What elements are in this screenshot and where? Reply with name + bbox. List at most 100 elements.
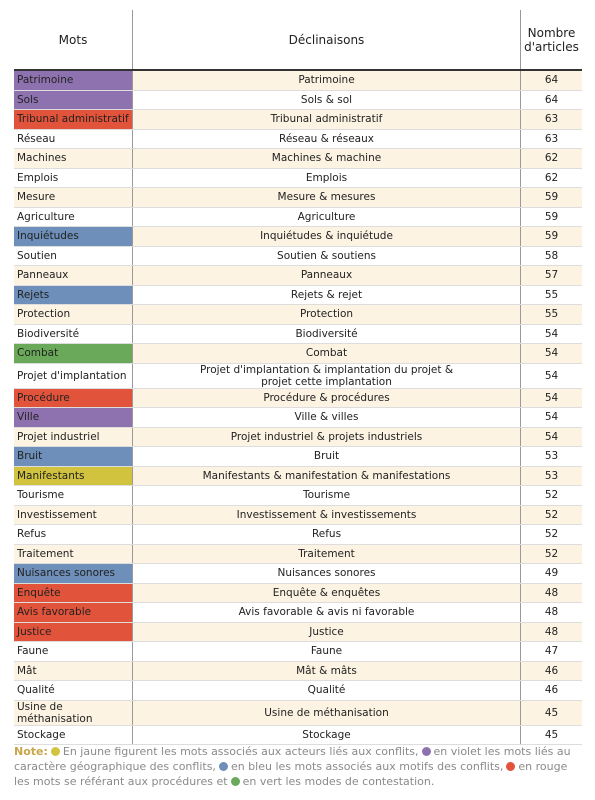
declinaisons-cell: Manifestants & manifestation & manifesta… [132, 466, 521, 486]
table-body: Patrimoine Patrimoine 64 Sols Sols & sol 64 Tr… [14, 70, 582, 745]
mot-cell: Mât [14, 661, 133, 681]
note-text: en violet les mots liés au caractère géo… [14, 745, 571, 773]
declinaisons-text: Bruit [313, 450, 340, 463]
articles-cell: 45 [520, 725, 582, 745]
mot-cell: Bruit [14, 446, 133, 467]
color-dot [230, 777, 240, 786]
declinaisons-text: Projet d'implantation & implantation du … [199, 363, 454, 388]
declinaisons-cell: Emplois [132, 168, 521, 188]
table-row: Avis favorable Avis favorable & avis ni f… [14, 602, 582, 623]
table-row: Combat Combat 54 [14, 343, 582, 364]
color-dot [218, 762, 228, 771]
table-row: Stockage Stockage 45 [14, 725, 582, 745]
declinaisons-cell: Refus [132, 524, 521, 545]
declinaisons-text: Mesure & mesures [277, 191, 376, 204]
articles-cell: 62 [520, 148, 582, 169]
declinaisons-cell: Faune [132, 641, 521, 662]
articles-cell: 54 [520, 324, 582, 344]
mot-cell: Manifestants [14, 466, 133, 486]
declinaisons-cell: Mât & mâts [132, 661, 521, 681]
articles-cell: 54 [520, 363, 582, 389]
mot-cell: Machines [14, 148, 133, 169]
mot-cell: Investissement [14, 505, 133, 525]
mot-cell: Faune [14, 641, 133, 662]
mot-cell: Tribunal administratif [14, 109, 133, 130]
table-row: Qualité Qualité 46 [14, 680, 582, 701]
declinaisons-text: Justice [309, 625, 344, 638]
articles-cell: 52 [520, 524, 582, 545]
table-row: Mesure Mesure & mesures 59 [14, 187, 582, 208]
articles-cell: 58 [520, 246, 582, 266]
mot-cell: Biodiversité [14, 324, 133, 344]
table-row: Justice Justice 48 [14, 622, 582, 642]
declinaisons-text: Stockage [302, 728, 351, 741]
declinaisons-text: Panneaux [300, 269, 353, 282]
declinaisons-cell: Inquiétudes & inquiétude [132, 226, 521, 247]
note-text: en bleu les mots associés aux motifs des… [230, 760, 504, 773]
mot-cell: Réseau [14, 129, 133, 149]
declinaisons-cell: Tribunal administratif [132, 109, 521, 130]
table-row: Bruit Bruit 53 [14, 446, 582, 467]
mot-cell: Inquiétudes [14, 226, 133, 247]
mot-cell: Stockage [14, 725, 133, 745]
mot-cell: Ville [14, 407, 133, 428]
articles-cell: 55 [520, 304, 582, 325]
declinaisons-cell: Nuisances sonores [132, 563, 521, 584]
declinaisons-text: Avis favorable & avis ni favorable [238, 606, 415, 619]
table-row: Investissement Investissement & investiss… [14, 505, 582, 525]
table-row: Procédure Procédure & procédures 54 [14, 388, 582, 408]
declinaisons-text: Qualité [307, 684, 346, 697]
declinaisons-cell: Combat [132, 343, 521, 364]
mot-cell: Tourisme [14, 485, 133, 506]
table-row: Biodiversité Biodiversité 54 [14, 324, 582, 344]
declinaisons-text: Mât & mâts [296, 664, 357, 677]
declinaisons-text: Réseau & réseaux [279, 132, 374, 145]
articles-cell: 46 [520, 661, 582, 681]
note: Note: En jaune figurent les mots associés… [14, 744, 582, 789]
articles-cell: 52 [520, 485, 582, 506]
declinaisons-cell: Stockage [132, 725, 521, 745]
declinaisons-text: Investissement & investissements [236, 508, 417, 521]
mot-cell: Nuisances sonores [14, 563, 133, 584]
articles-cell: 57 [520, 265, 582, 286]
declinaisons-text: Ville & villes [294, 411, 359, 424]
declinaisons-cell: Enquête & enquêtes [132, 583, 521, 603]
table-row: Mât Mât & mâts 46 [14, 661, 582, 681]
table-row: Manifestants Manifestants & manifestation… [14, 466, 582, 486]
articles-cell: 59 [520, 207, 582, 227]
articles-cell: 46 [520, 680, 582, 701]
declinaisons-cell: Usine de méthanisation [132, 700, 521, 726]
declinaisons-text: Sols & sol [300, 93, 353, 106]
table: Mots Déclinaisons Nombre d'articles Patr… [14, 10, 582, 745]
mot-cell: Qualité [14, 680, 133, 701]
articles-cell: 64 [520, 90, 582, 110]
mot-cell: Mesure [14, 187, 133, 208]
declinaisons-text: Procédure & procédures [263, 391, 390, 404]
declinaisons-cell: Machines & machine [132, 148, 521, 169]
table-row: Projet industriel Projet industriel & pro… [14, 427, 582, 447]
articles-cell: 53 [520, 466, 582, 486]
declinaisons-text: Machines & machine [271, 152, 382, 165]
declinaisons-cell: Biodiversité [132, 324, 521, 344]
mot-cell: Protection [14, 304, 133, 325]
articles-cell: 54 [520, 388, 582, 408]
color-dot [421, 747, 431, 756]
declinaisons-cell: Traitement [132, 544, 521, 564]
table-row: Ville Ville & villes 54 [14, 407, 582, 428]
table-wrap: Mots Déclinaisons Nombre d'articles Patr… [14, 10, 582, 745]
color-dot [506, 762, 516, 771]
mot-cell: Usine de méthanisation [14, 700, 133, 726]
declinaisons-cell: Panneaux [132, 265, 521, 286]
table-row: Refus Refus 52 [14, 524, 582, 545]
declinaisons-cell: Soutien & soutiens [132, 246, 521, 266]
table-row: Emplois Emplois 62 [14, 168, 582, 188]
declinaisons-text: Nuisances sonores [277, 567, 376, 580]
declinaisons-cell: Protection [132, 304, 521, 325]
header: Nombre d'articles [520, 10, 582, 71]
mot-cell: Soutien [14, 246, 133, 266]
table-row: Réseau Réseau & réseaux 63 [14, 129, 582, 149]
note-text: en rouge les mots se référant aux procéd… [14, 760, 568, 788]
mot-cell: Enquête [14, 583, 133, 603]
declinaisons-text: Rejets & rejet [290, 288, 363, 301]
table-row: Inquiétudes Inquiétudes & inquiétude 59 [14, 226, 582, 247]
